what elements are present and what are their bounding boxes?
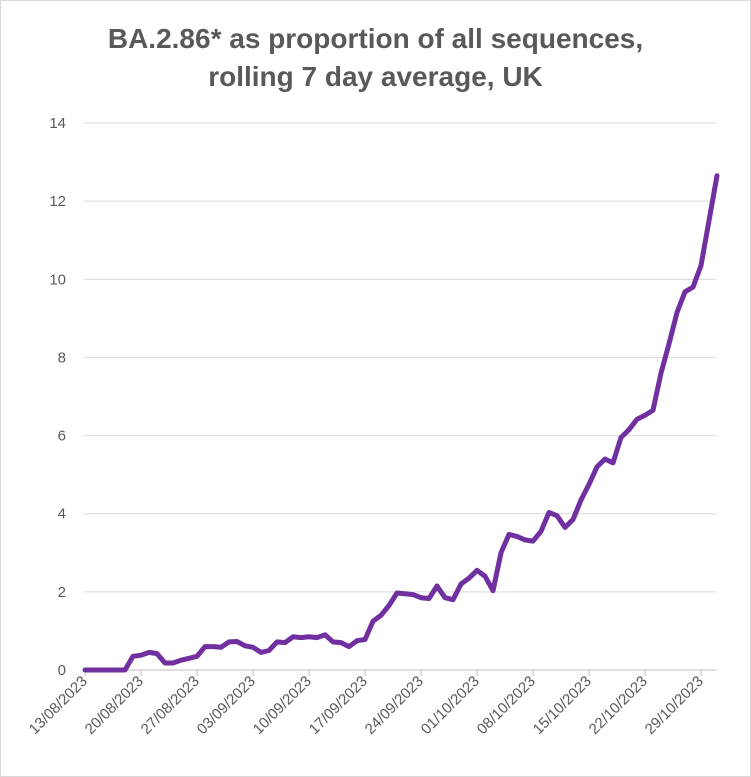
x-tick-label: 03/09/2023 xyxy=(194,673,259,738)
x-tick-label: 17/09/2023 xyxy=(306,673,371,738)
y-tick-label: 12 xyxy=(49,193,66,210)
y-tick-label: 8 xyxy=(58,349,66,366)
x-tick-label: 29/10/2023 xyxy=(642,673,707,738)
chart-title: BA.2.86* as proportion of all sequences,… xyxy=(0,20,751,96)
series-line xyxy=(82,173,720,673)
x-tick-label: 22/10/2023 xyxy=(586,673,651,738)
x-tick-label: 27/08/2023 xyxy=(138,673,203,738)
x-axis-ticks: 13/08/202320/08/202327/08/202303/09/2023… xyxy=(26,670,707,738)
series-group xyxy=(82,173,720,673)
y-tick-label: 4 xyxy=(58,506,66,523)
x-tick-label: 15/10/2023 xyxy=(530,673,595,738)
x-tick-label: 10/09/2023 xyxy=(250,673,315,738)
x-tick-label: 13/08/2023 xyxy=(26,673,91,738)
y-axis-ticks: 0 2 4 6 8 10 12 14 xyxy=(49,115,66,679)
y-tick-label: 0 xyxy=(58,662,66,679)
y-tick-label: 6 xyxy=(58,428,66,445)
y-tick-label: 2 xyxy=(58,584,66,601)
x-tick-label: 08/10/2023 xyxy=(474,673,539,738)
x-tick-label: 01/10/2023 xyxy=(418,673,483,738)
y-tick-label: 10 xyxy=(49,271,66,288)
chart-title-line-1: BA.2.86* as proportion of all sequences, xyxy=(107,23,644,54)
x-tick-label: 20/08/2023 xyxy=(82,673,147,738)
gridlines xyxy=(84,122,716,593)
y-tick-label: 14 xyxy=(49,115,66,132)
chart-title-line-2: rolling 7 day average, UK xyxy=(208,61,543,92)
x-tick-label: 24/09/2023 xyxy=(362,673,427,738)
